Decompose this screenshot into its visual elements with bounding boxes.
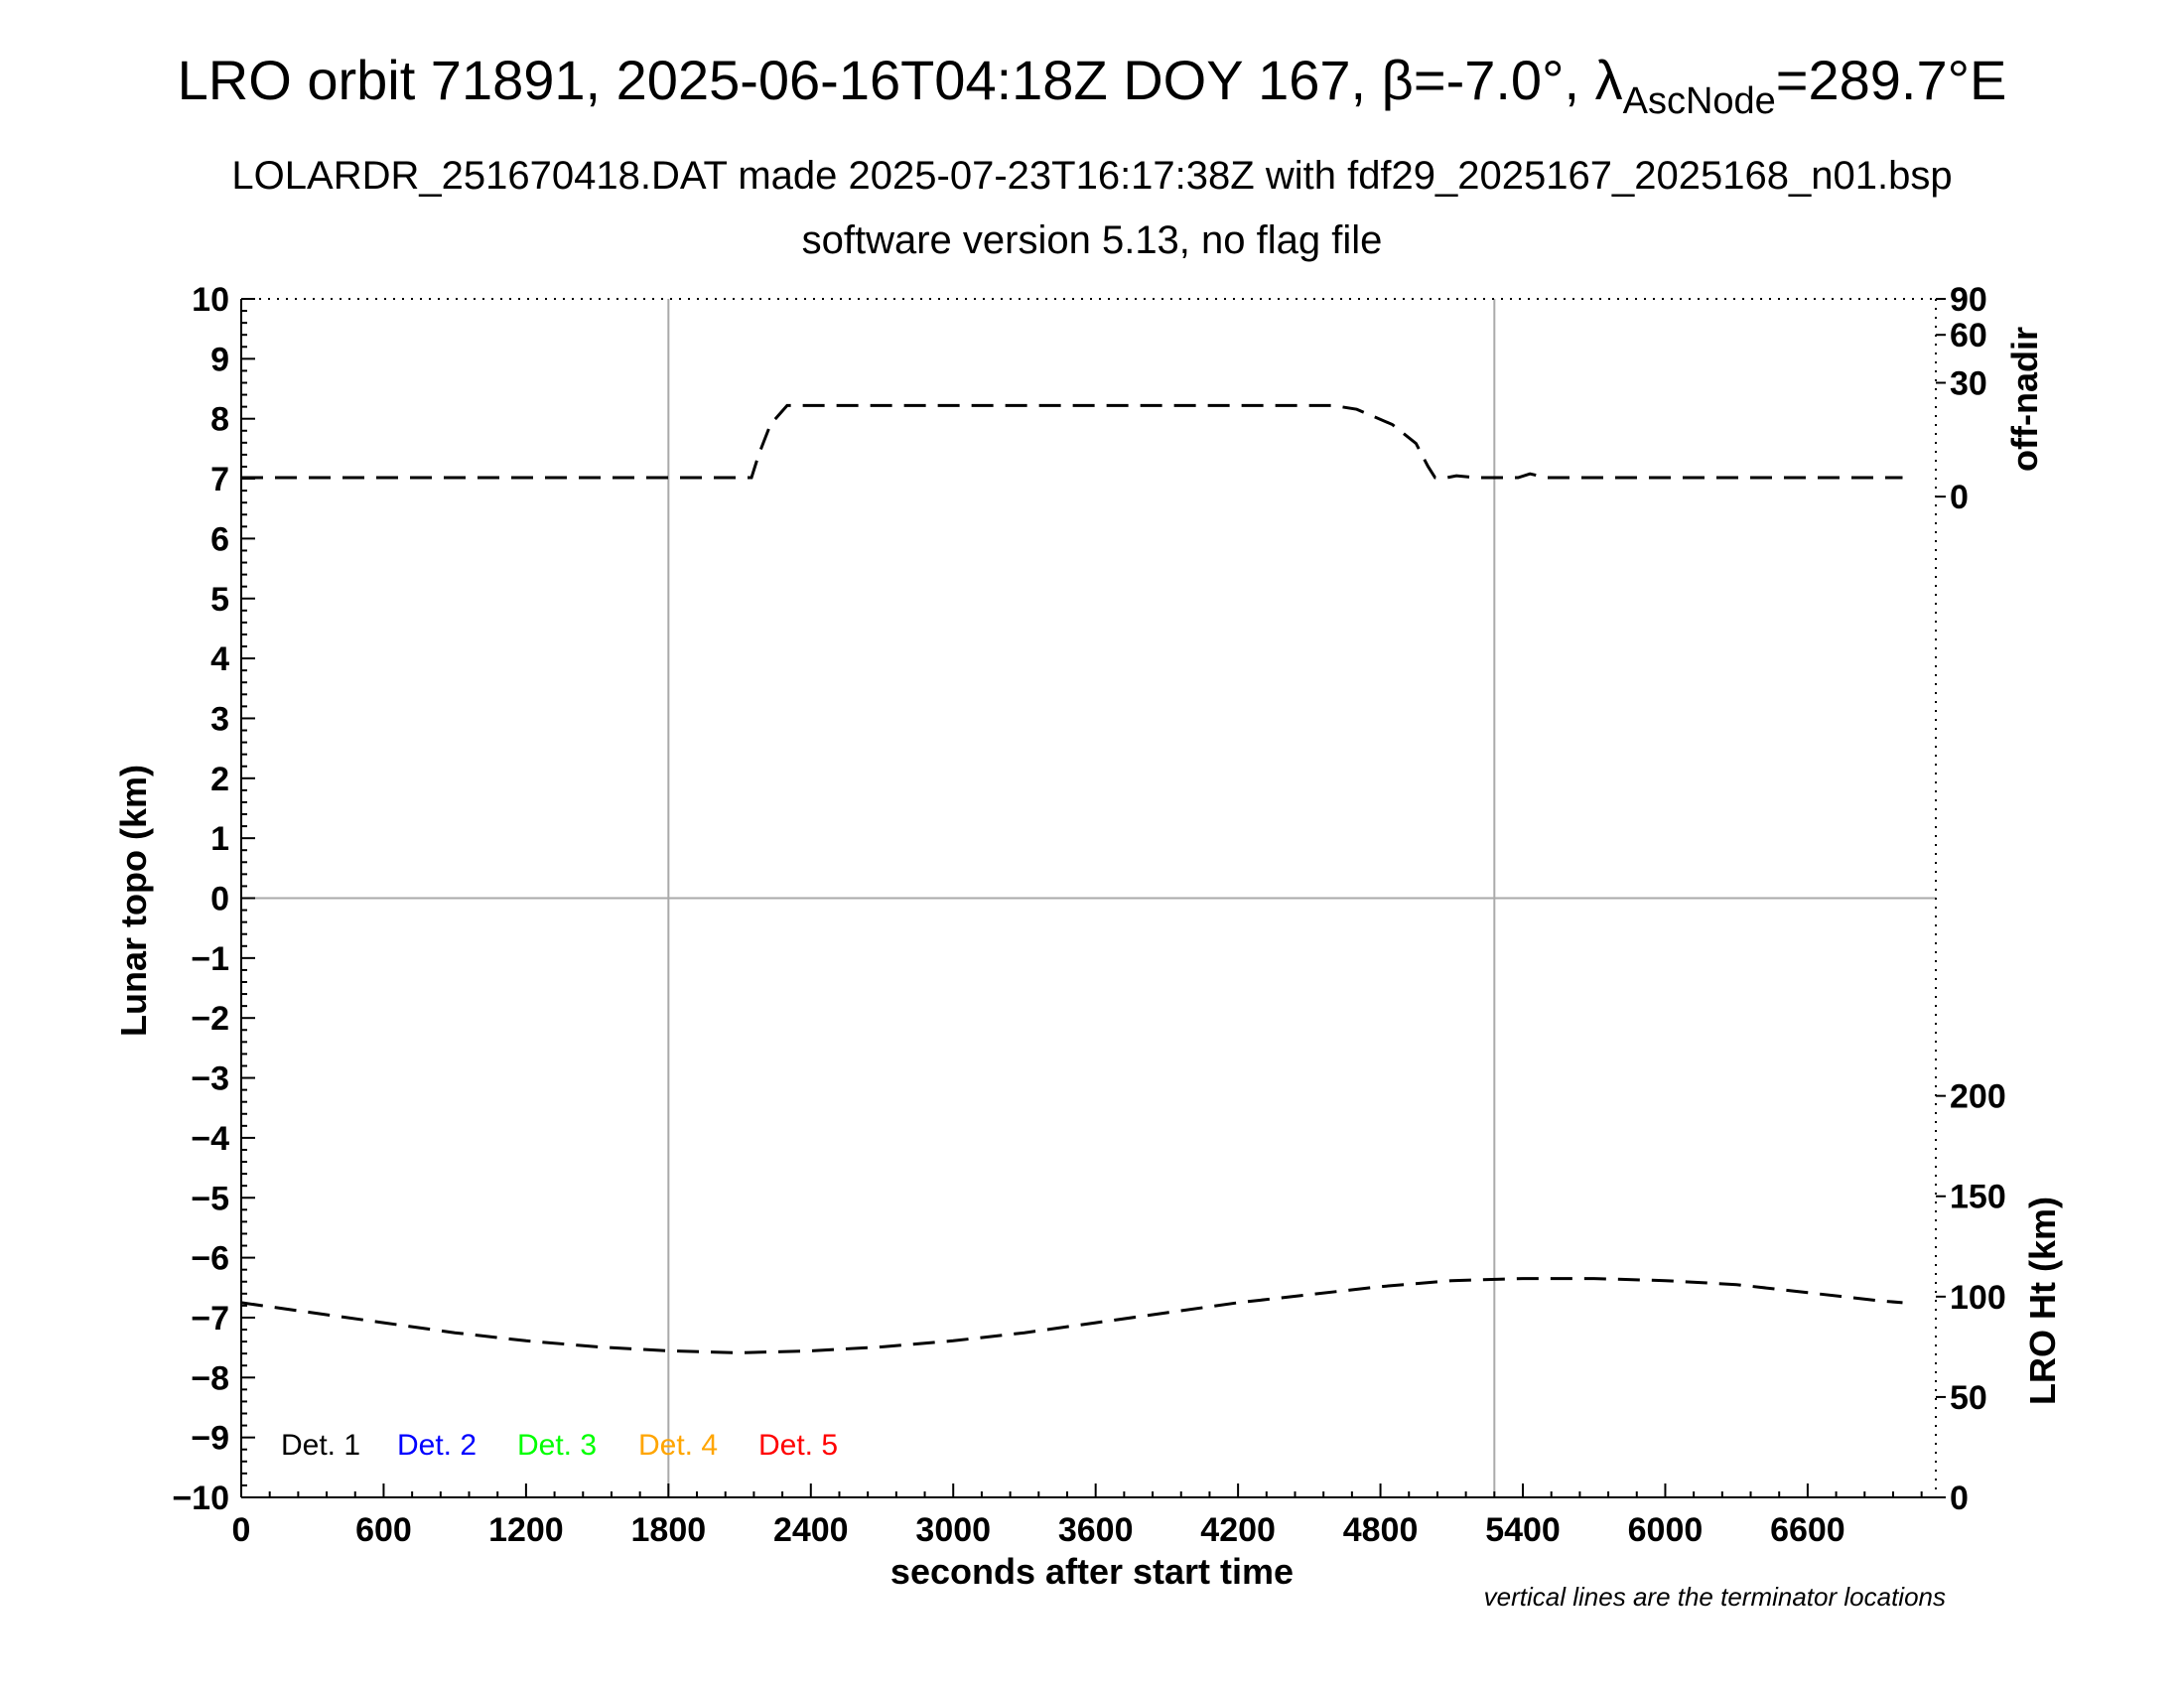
y-axis-label-lro-ht: LRO Ht (km): [2022, 1197, 2063, 1405]
y-tick-label: −9: [191, 1420, 229, 1458]
height-tick-label: 0: [1950, 1480, 1969, 1517]
y-tick-label: −2: [191, 1000, 229, 1038]
x-tick-label: 1800: [631, 1511, 707, 1549]
y-axis-label-off-nadir: off-nadir: [2004, 327, 2045, 472]
x-tick-label: 600: [355, 1511, 412, 1549]
x-tick-label: 6000: [1628, 1511, 1704, 1549]
y-tick-label: 0: [210, 881, 229, 918]
off-nadir-tick-label: 90: [1950, 281, 1987, 319]
height-tick-label: 50: [1950, 1379, 1987, 1417]
x-tick-label: 5400: [1485, 1511, 1561, 1549]
off-nadir-tick-label: 60: [1950, 317, 1987, 354]
y-axis-label-left: Lunar topo (km): [113, 765, 154, 1037]
x-tick-label: 0: [232, 1511, 251, 1549]
x-tick-label: 3600: [1058, 1511, 1134, 1549]
y-tick-label: 8: [210, 401, 229, 439]
height-tick-label: 150: [1950, 1179, 2006, 1216]
x-tick-label: 2400: [773, 1511, 849, 1549]
y-tick-label: −1: [191, 940, 229, 978]
y-tick-label: −8: [191, 1359, 229, 1397]
chart-title-suffix: =289.7°E: [1776, 49, 2007, 111]
chart-title-main: LRO orbit 71891, 2025-06-16T04:18Z DOY 1…: [178, 49, 1623, 111]
height-tick-label: 100: [1950, 1279, 2006, 1317]
series-lro-height-line: [240, 1277, 1903, 1354]
legend-entry-det-4: Det. 4: [638, 1429, 718, 1462]
y-tick-label: 3: [210, 700, 229, 738]
legend-entry-det-1: Det. 1: [281, 1429, 360, 1462]
x-tick-label: 1200: [488, 1511, 564, 1549]
y-tick-label: −10: [172, 1480, 229, 1517]
y-tick-label: 9: [210, 341, 229, 378]
chart-title-subscript: AscNode: [1623, 80, 1776, 122]
x-axis-label: seconds after start time: [890, 1551, 1294, 1592]
y-tick-label: −3: [191, 1060, 229, 1098]
x-tick-label: 4200: [1200, 1511, 1276, 1549]
y-tick-label: 7: [210, 461, 229, 498]
legend-entry-det-2: Det. 2: [397, 1429, 477, 1462]
x-tick-label: 4800: [1343, 1511, 1419, 1549]
legend-entry-det-5: Det. 5: [758, 1429, 838, 1462]
off-nadir-tick-label: 0: [1950, 479, 1969, 516]
off-nadir-tick-label: 30: [1950, 364, 1987, 402]
height-tick-label: 200: [1950, 1078, 2006, 1116]
chart-subtitle-2: software version 5.13, no flag file: [802, 218, 1383, 262]
footnote: vertical lines are the terminator locati…: [1484, 1582, 1946, 1612]
y-tick-label: 1: [210, 820, 229, 858]
series-off-nadir-line: [241, 403, 1903, 480]
x-tick-label: 3000: [915, 1511, 991, 1549]
chart-title: LRO orbit 71891, 2025-06-16T04:18Z DOY 1…: [178, 49, 2007, 122]
y-tick-label: −7: [191, 1300, 229, 1338]
y-tick-label: −4: [191, 1120, 229, 1158]
y-tick-label: −6: [191, 1240, 229, 1278]
x-tick-label: 6600: [1770, 1511, 1845, 1549]
y-tick-label: 10: [192, 281, 229, 319]
legend-entry-det-3: Det. 3: [517, 1429, 597, 1462]
y-tick-label: 4: [210, 640, 229, 678]
y-tick-label: 6: [210, 520, 229, 558]
y-tick-label: −5: [191, 1180, 229, 1217]
chart-subtitle: LOLARDR_251670418.DAT made 2025-07-23T16…: [231, 154, 1952, 198]
y-tick-label: 5: [210, 581, 229, 619]
y-tick-label: 2: [210, 761, 229, 798]
